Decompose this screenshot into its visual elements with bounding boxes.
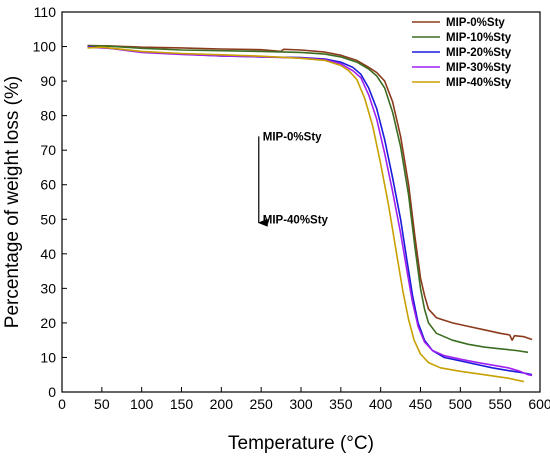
y-tick-label: 10	[40, 349, 56, 365]
series-line-mip-40-sty	[87, 46, 525, 383]
series-line-mip-10-sty	[87, 45, 529, 354]
annotation-label-top: MIP-0%Sty	[263, 131, 322, 143]
x-tick-label: 200	[210, 396, 234, 412]
legend-label: MIP-10%Sty	[446, 32, 512, 44]
x-tick-label: 0	[58, 396, 66, 412]
y-tick-label: 40	[40, 246, 56, 262]
y-tick-label: 80	[40, 108, 56, 124]
x-tick-label: 100	[130, 396, 154, 412]
y-tick-label: 50	[40, 211, 56, 227]
y-tick-label: 30	[40, 280, 56, 296]
x-tick-label: 50	[94, 396, 110, 412]
series-line-mip-30-sty	[87, 46, 533, 377]
x-tick-label: 150	[170, 396, 194, 412]
series-line-mip-0-sty	[87, 44, 533, 341]
x-tick-label: 450	[409, 396, 433, 412]
legend-label: MIP-40%Sty	[446, 77, 512, 89]
x-axis-title: Temperature (°C)	[228, 433, 374, 454]
x-tick-label: 400	[369, 396, 393, 412]
y-tick-label: 100	[33, 39, 57, 55]
x-tick-label: 550	[488, 396, 512, 412]
legend-label: MIP-0%Sty	[446, 17, 505, 29]
y-tick-label: 0	[48, 384, 56, 400]
y-tick-label: 110	[34, 4, 57, 20]
legend-label: MIP-20%Sty	[446, 47, 512, 59]
y-tick-label: 60	[40, 177, 56, 193]
x-tick-label: 500	[449, 396, 473, 412]
x-tick-label: 350	[329, 396, 353, 412]
y-tick-label: 20	[40, 315, 56, 331]
x-tick-label: 250	[249, 396, 273, 412]
y-tick-label: 70	[40, 142, 56, 158]
legend-label: MIP-30%Sty	[446, 62, 512, 74]
y-tick-label: 90	[40, 73, 56, 89]
x-tick-label: 600	[528, 396, 550, 412]
y-axis-title: Percentage of weight loss (%)	[2, 76, 23, 328]
annotation-label-bottom: MIP-40%Sty	[263, 215, 329, 227]
x-tick-label: 300	[289, 396, 313, 412]
